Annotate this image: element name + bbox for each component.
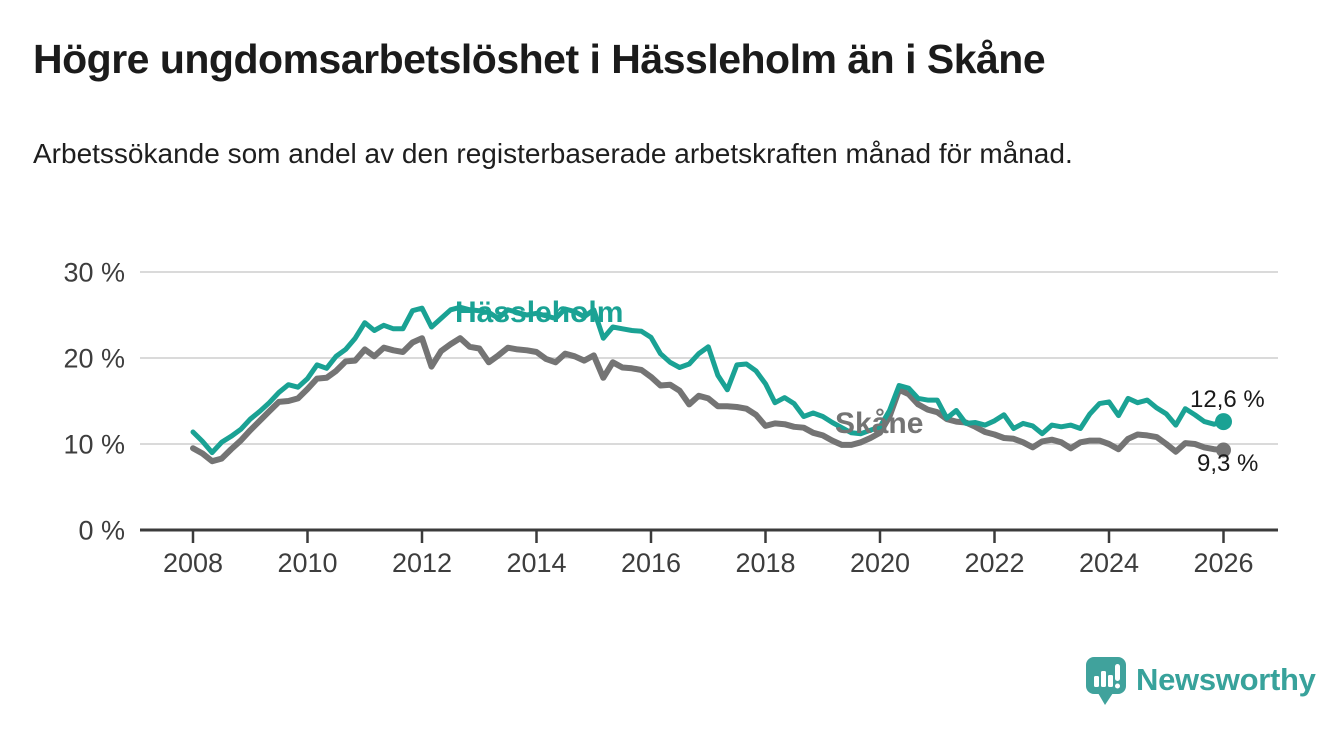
x-tick-label-2008: 2008 — [163, 548, 223, 578]
gridlines — [140, 271, 1278, 445]
x-tick-label-2018: 2018 — [735, 548, 795, 578]
series-label-hassleholm: Hässleholm — [455, 296, 623, 329]
x-tick-label-2022: 2022 — [964, 548, 1024, 578]
hassleholm-end-dot — [1215, 413, 1232, 431]
x-tick-label-2012: 2012 — [392, 548, 452, 578]
x-tick-label-2020: 2020 — [850, 548, 910, 578]
skane-end-dot — [1216, 442, 1231, 458]
y-tick-label-30: 30 % — [63, 258, 125, 288]
y-axis-labels: 30 % 20 % 10 % 0 % — [63, 258, 125, 546]
chart-subtitle: Arbetssökande som andel av den registerb… — [33, 138, 1073, 169]
hassleholm-end-value-label: 12,6 % — [1190, 386, 1265, 413]
x-axis-ticks — [191, 530, 1225, 543]
x-tick-label-2010: 2010 — [277, 548, 337, 578]
logo-speech-bubble-tail — [1098, 693, 1113, 705]
logo-exclamation-icon — [1115, 664, 1120, 689]
x-tick-label-2014: 2014 — [506, 548, 566, 578]
series-lines — [190, 304, 1227, 465]
series-label-skane: Skåne — [835, 407, 923, 440]
logo-bar-chart-icon — [1094, 671, 1113, 687]
skane-line — [190, 335, 1227, 465]
x-axis-labels: 2008 2010 2012 2014 2016 2018 2020 2022 2024 2026 — [163, 548, 1254, 578]
y-tick-label-0: 0 % — [78, 516, 125, 546]
hassleholm-line — [190, 304, 1226, 456]
x-tick-label-2024: 2024 — [1079, 548, 1139, 578]
x-tick-label-2016: 2016 — [621, 548, 681, 578]
y-tick-label-10: 10 % — [63, 430, 125, 460]
brand-name: Newsworthy — [1136, 662, 1316, 697]
x-tick-label-2026: 2026 — [1193, 548, 1253, 578]
page-title: Högre ungdomsarbetslöshet i Hässleholm ä… — [33, 36, 1046, 82]
y-tick-label-20: 20 % — [63, 344, 125, 374]
newsworthy-logo-icon — [1086, 657, 1126, 705]
skane-end-value-label: 9,3 % — [1197, 450, 1258, 477]
